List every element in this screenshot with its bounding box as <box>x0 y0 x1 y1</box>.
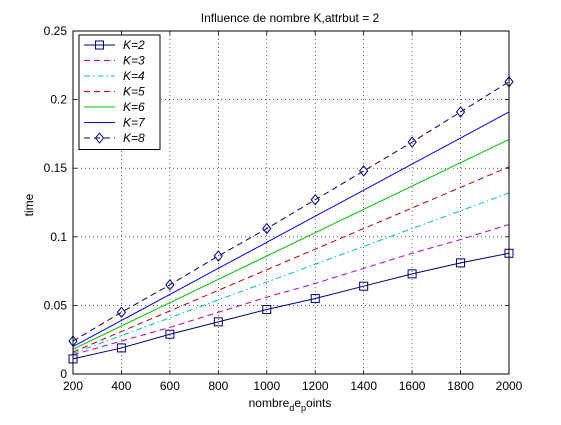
legend-label: K=2 <box>123 38 145 52</box>
data-point-marker <box>359 281 369 291</box>
data-point-marker <box>213 250 223 262</box>
legend-label: K=5 <box>123 85 145 99</box>
series-k7 <box>72 111 510 348</box>
legend-label: K=4 <box>123 69 145 83</box>
y-tick-label: 0.2 <box>50 93 67 107</box>
data-point-marker <box>165 329 175 339</box>
data-point-marker <box>407 269 417 279</box>
y-tick-labels: 0 0.05 0.1 0.15 0.2 0.25 <box>44 24 68 381</box>
data-point-marker <box>456 258 466 268</box>
data-point-marker <box>407 136 417 148</box>
data-point-marker <box>310 193 320 206</box>
x-tick-label: 1000 <box>253 379 280 393</box>
x-label-part: nombre <box>249 396 290 410</box>
series-k4 <box>72 192 510 354</box>
data-point-marker <box>310 294 320 304</box>
legend-item: K=7 <box>84 116 146 130</box>
legend: K=2 K=3K=4 K=5K=6 K=7K=8 <box>78 34 161 150</box>
data-point-marker <box>262 222 272 235</box>
series-k2 <box>68 248 514 364</box>
legend-label: K=8 <box>123 131 145 145</box>
data-point-marker <box>262 305 272 315</box>
data-point-marker <box>116 306 127 319</box>
legend-marker <box>95 40 104 50</box>
x-tick-label: 1400 <box>350 379 377 393</box>
data-point-marker <box>165 279 175 291</box>
series-k3 <box>72 223 510 356</box>
legend-item: K=2 <box>84 38 145 52</box>
series-line <box>72 138 510 350</box>
legend-marker <box>94 132 105 144</box>
data-point-marker <box>213 317 223 327</box>
legend-item: K=5 <box>84 85 145 99</box>
x-tick-label: 1200 <box>302 379 329 393</box>
data-point-marker <box>116 343 126 353</box>
y-tick-label: 0 <box>60 367 67 381</box>
y-tick-label: 0.25 <box>44 24 68 38</box>
legend-label: K=7 <box>123 116 146 130</box>
series-line <box>72 111 510 348</box>
data-point-marker <box>359 165 369 177</box>
legend-box <box>78 34 161 150</box>
legend-item: K=6 <box>84 100 145 114</box>
axes <box>72 30 510 375</box>
y-axis-label: time <box>22 193 36 216</box>
y-tick-label: 0.1 <box>50 230 67 244</box>
chart-title: Influence de nombre K,attrbut = 2 <box>201 11 380 25</box>
series-k6 <box>72 138 510 350</box>
legend-label: K=6 <box>123 100 145 114</box>
plot-area-border <box>72 30 510 375</box>
series-line <box>72 252 510 360</box>
x-tick-labels: 200 400 600 800 1000 1200 1400 1600 1800 2000 <box>63 379 523 393</box>
data-point-marker <box>455 106 466 118</box>
series-line <box>72 223 510 356</box>
x-tick-label: 200 <box>63 379 83 393</box>
x-tick-label: 800 <box>208 379 228 393</box>
legend-item: K=3 <box>84 54 145 68</box>
x-tick-label: 600 <box>160 379 180 393</box>
legend-label: K=3 <box>123 54 145 68</box>
y-tick-label: 0.15 <box>44 161 68 175</box>
legend-item: K=4 <box>84 69 145 83</box>
series-k5 <box>72 166 510 353</box>
series-lines <box>68 75 514 364</box>
x-tick-label: 1600 <box>399 379 426 393</box>
x-tick-label: 1800 <box>447 379 474 393</box>
series-line <box>72 81 510 342</box>
series-line <box>72 192 510 354</box>
series-k8 <box>68 75 514 347</box>
x-label-subscript: points <box>301 396 331 413</box>
x-tick-label: 2000 <box>496 379 523 393</box>
series-line <box>72 166 510 353</box>
x-tick-label: 400 <box>111 379 131 393</box>
y-tick-label: 0.05 <box>44 298 68 312</box>
legend-item: K=8 <box>84 131 145 145</box>
x-label-subscript: de <box>289 396 301 413</box>
x-axis-label: nombredepoints <box>249 396 332 413</box>
